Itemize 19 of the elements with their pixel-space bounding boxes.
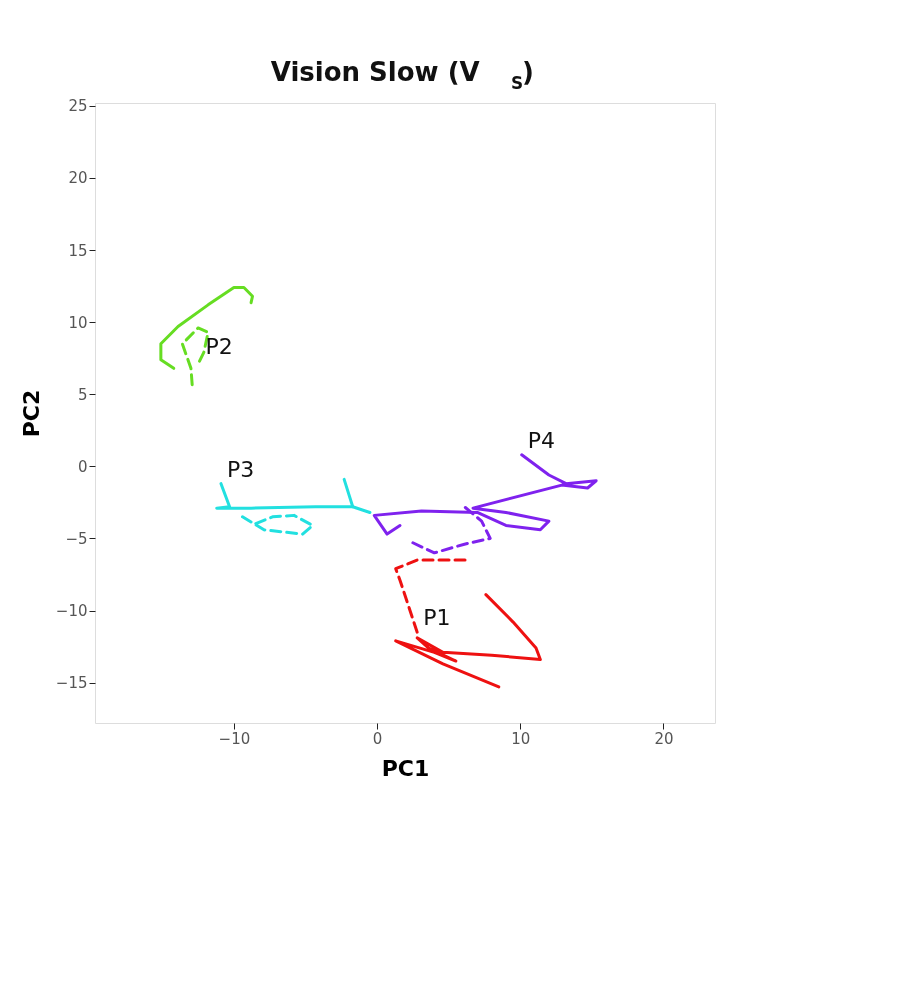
y-tick-label: 10 [68, 313, 88, 332]
y-tick-label: 15 [68, 241, 88, 260]
x-axis-title: PC1 [381, 755, 430, 781]
y-tick-label: 20 [68, 169, 88, 188]
y-tick-label: −15 [55, 674, 88, 693]
x-tick-label: 0 [372, 729, 383, 748]
y-tick-label: 5 [77, 385, 88, 404]
series-label: P4 [527, 427, 555, 453]
y-tick-label: −10 [55, 602, 88, 621]
x-tick-label: 20 [654, 729, 674, 748]
series-label: P2 [205, 334, 233, 360]
series-label: P3 [227, 456, 255, 482]
series-label: P1 [423, 605, 451, 631]
x-tick-label: −10 [218, 729, 251, 748]
x-tick-label: 10 [511, 729, 531, 748]
y-tick-label: 25 [68, 97, 88, 116]
y-tick-label: 0 [77, 457, 88, 476]
y-axis-title: PC2 [18, 389, 44, 438]
y-tick-label: −5 [65, 529, 88, 548]
